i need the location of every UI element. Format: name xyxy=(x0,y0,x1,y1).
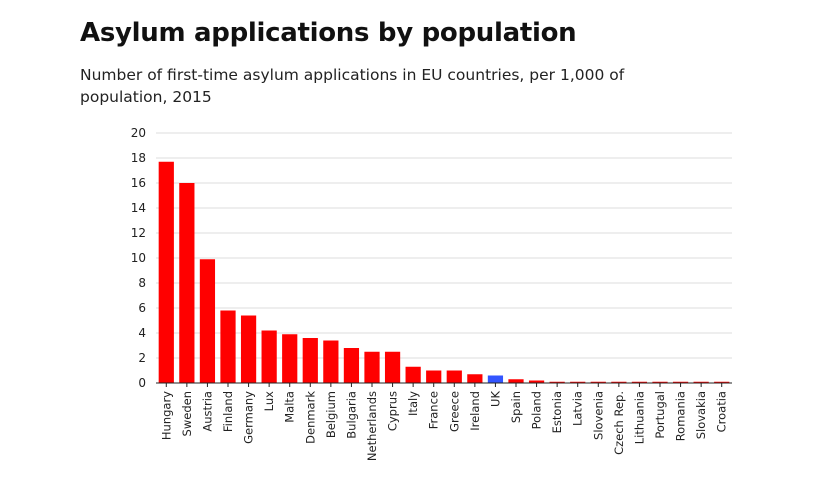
x-tick-label: Germany xyxy=(242,391,256,444)
y-axis: 0 2 4 6 8 10 12 14 16 18 20 xyxy=(131,126,146,390)
x-tick-label: Portugal xyxy=(653,391,667,439)
x-tick-label: Poland xyxy=(530,391,544,429)
x-tick-label: Finland xyxy=(221,391,235,432)
bar-lux xyxy=(261,330,277,383)
bar-czech-rep xyxy=(611,381,627,383)
y-tick-label: 2 xyxy=(138,351,146,365)
chart-subtitle: Number of first-time asylum applications… xyxy=(80,66,625,106)
bar-latvia xyxy=(570,381,586,383)
x-tick-label: Greece xyxy=(447,391,461,432)
x-tick-label: Romania xyxy=(674,391,688,441)
bar-portugal xyxy=(652,381,668,383)
bar-ireland xyxy=(467,374,483,383)
y-tick-label: 12 xyxy=(131,226,146,240)
x-tick-label: France xyxy=(427,391,441,429)
bar-lithuania xyxy=(631,381,648,383)
x-tick-label: Denmark xyxy=(303,391,317,444)
x-tick-label: Austria xyxy=(200,391,214,432)
bar-sweden xyxy=(179,183,195,383)
bar-romania xyxy=(672,381,689,383)
x-tick-label: Lithuania xyxy=(632,391,646,444)
x-tick-label: Cyprus xyxy=(386,391,400,431)
y-tick-label: 8 xyxy=(138,276,146,290)
bar-finland xyxy=(220,310,236,383)
bar-belgium xyxy=(323,340,339,383)
x-tick-label: Ireland xyxy=(468,391,482,431)
x-axis: Hungary Sweden Austria Finland Germany Lux Mal… xyxy=(156,382,732,461)
bars xyxy=(158,161,730,383)
x-tick-label: Slovenia xyxy=(591,391,605,440)
gridlines xyxy=(156,132,732,359)
x-tick-label: Croatia xyxy=(715,391,729,432)
bar-slovenia xyxy=(590,381,606,383)
x-tick-label: Spain xyxy=(509,391,523,423)
x-tick-label: Latvia xyxy=(571,391,585,426)
x-tick-label: Lux xyxy=(262,391,276,411)
bar-greece xyxy=(446,370,462,383)
y-tick-label: 20 xyxy=(131,126,146,140)
x-tick-label: Netherlands xyxy=(365,391,379,461)
bar-estonia xyxy=(549,381,565,383)
x-tick-label: Estonia xyxy=(550,391,564,433)
bar-denmark xyxy=(302,338,318,383)
bar-cyprus xyxy=(384,351,401,383)
bar-slovakia xyxy=(693,381,709,383)
y-tick-label: 18 xyxy=(131,151,146,165)
bar-bulgaria xyxy=(343,348,360,383)
y-tick-label: 0 xyxy=(138,376,146,390)
x-tick-label: Bulgaria xyxy=(344,391,358,439)
x-tick-label: Italy xyxy=(406,391,420,416)
bar-malta xyxy=(282,334,298,383)
x-tick-label: Czech Rep. xyxy=(612,391,626,455)
y-tick-label: 16 xyxy=(131,176,146,190)
x-tick-label: Belgium xyxy=(324,391,338,438)
x-tick-label: Hungary xyxy=(159,391,173,440)
y-tick-label: 6 xyxy=(138,301,146,315)
bar-hungary xyxy=(158,161,174,383)
bar-spain xyxy=(508,379,524,383)
bar-uk xyxy=(487,375,504,383)
chart-title: Asylum applications by population xyxy=(80,18,577,48)
y-tick-label: 4 xyxy=(138,326,146,340)
bar-netherlands xyxy=(364,351,380,383)
bar-germany xyxy=(240,315,257,383)
x-tick-label: Sweden xyxy=(180,391,194,436)
x-tick-label: Slovakia xyxy=(694,391,708,439)
x-tick-label: Malta xyxy=(283,391,297,423)
bar-croatia xyxy=(714,381,730,383)
bar-austria xyxy=(199,259,216,383)
bar-poland xyxy=(528,380,545,383)
y-tick-label: 14 xyxy=(131,201,146,215)
bar-france xyxy=(426,370,442,383)
x-tick-label: UK xyxy=(488,391,502,407)
y-tick-label: 10 xyxy=(131,251,146,265)
bar-italy xyxy=(405,366,421,383)
